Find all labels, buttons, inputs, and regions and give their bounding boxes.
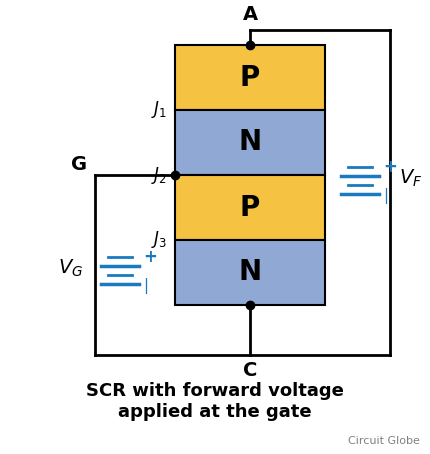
Text: +: + [383,158,397,176]
Text: $J_3$: $J_3$ [151,230,167,251]
Text: SCR with forward voltage
applied at the gate: SCR with forward voltage applied at the … [86,382,344,421]
Text: A: A [243,5,258,24]
Text: G: G [71,156,87,174]
Text: +: + [143,247,157,266]
Text: $J_1$: $J_1$ [151,99,167,120]
Bar [175,175,325,240]
Text: $J_2$: $J_2$ [151,164,167,186]
Bar [175,110,325,175]
Text: $V_G$: $V_G$ [58,257,83,279]
Text: $V_F$: $V_F$ [399,168,422,189]
Text: C: C [243,361,257,380]
Text: N: N [239,128,261,157]
Text: P: P [240,64,260,92]
Text: N: N [239,258,261,286]
Text: Circuit Globe: Circuit Globe [348,436,420,446]
Text: |: | [383,188,388,203]
Bar [175,240,325,305]
Text: |: | [143,277,148,293]
Text: P: P [240,193,260,222]
Bar [175,45,325,110]
